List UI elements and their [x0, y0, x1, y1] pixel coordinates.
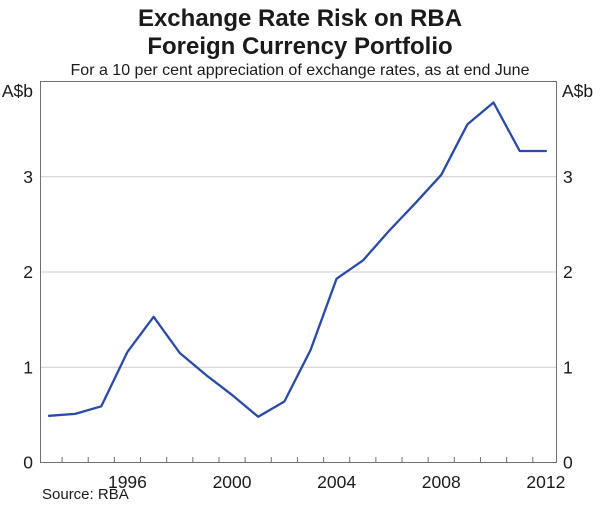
data-line-series — [47, 101, 547, 418]
x-axis-label-1996: 1996 — [108, 472, 147, 492]
plot-frame — [40, 81, 557, 463]
chart-title-line2: Foreign Currency Portfolio — [147, 33, 453, 60]
y-tick-label-left-1: 1 — [23, 357, 33, 377]
y-tick-label-left-0: 0 — [23, 453, 33, 473]
y-tick-label-right-1: 1 — [563, 357, 573, 377]
y-tick-label-left-3: 3 — [23, 167, 33, 187]
source-note: Source: RBA — [42, 486, 129, 503]
x-axis-label-2000: 2000 — [213, 472, 252, 492]
x-axis-label-2008: 2008 — [422, 472, 461, 492]
y-axis-unit-left: A$b — [2, 81, 33, 101]
y-axis-unit-right: A$b — [562, 81, 593, 101]
y-tick-label-right-0: 0 — [563, 453, 573, 473]
y-tick-label-right-3: 3 — [563, 167, 573, 187]
y-tick-label-right-2: 2 — [563, 262, 573, 282]
chart-subtitle: For a 10 per cent appreciation of exchan… — [70, 62, 530, 79]
x-axis-label-2004: 2004 — [317, 472, 356, 492]
x-axis-label-2012: 2012 — [526, 472, 565, 492]
chart-title-line1: Exchange Rate Risk on RBA — [137, 5, 463, 32]
y-tick-label-left-2: 2 — [23, 262, 33, 282]
